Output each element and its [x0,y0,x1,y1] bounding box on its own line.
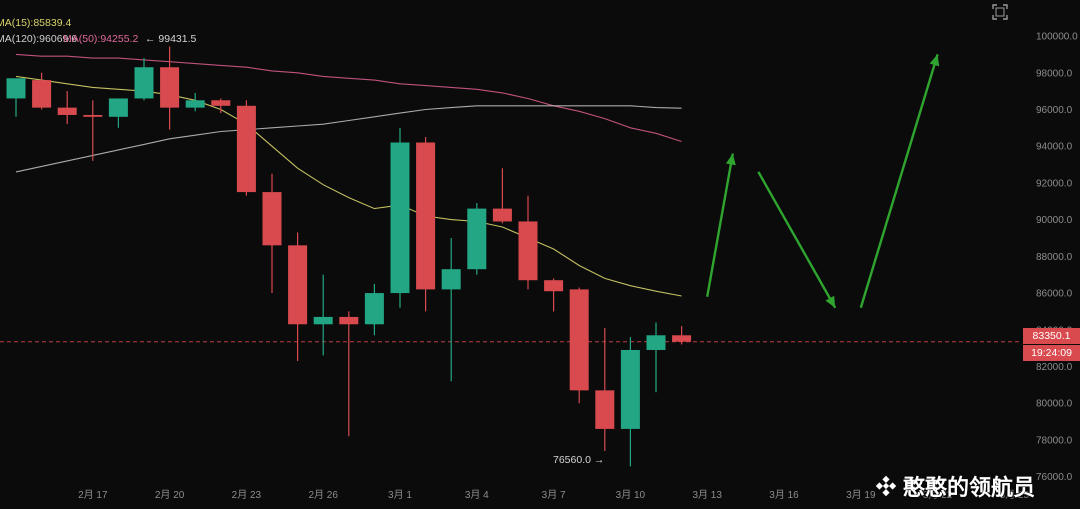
projection-arrow-head [725,153,736,166]
x-tick-label: 3月 1 [388,489,412,501]
candle-body [467,208,487,270]
y-tick-label: 100000.0 [1036,32,1078,43]
candle-body [339,316,359,325]
x-tick-label: 3月 4 [465,489,489,501]
x-tick-label: 3月 19 [846,489,876,501]
y-tick-label: 90000.0 [1036,215,1073,226]
ma-line-50 [15,53,682,143]
x-tick-label: 2月 26 [308,489,338,501]
candle-body [185,100,205,108]
x-tick-label: 2月 23 [232,489,262,501]
y-tick-label: 82000.0 [1036,362,1073,373]
projection-arrow-head [929,54,940,67]
projection-arrow-line [757,171,837,309]
x-tick-label: 3月 22 [923,489,953,501]
binance-logo-icon [875,475,897,497]
watermark-text: 憨憨的领航员 [903,475,1036,500]
candle-body [518,221,538,281]
price-axis: 100000.0 98000.0 96000.0 94000.0 92000.0 9000… [1036,32,1078,484]
y-tick-label: 98000.0 [1036,68,1073,79]
ma-line-15 [15,75,682,297]
projection-arrow-line [859,54,939,309]
projection-arrow-head [825,295,836,308]
candle-body [57,107,77,115]
candle-body [364,293,384,325]
candle-body [236,105,256,193]
candle-body [134,67,154,99]
candle-body [672,335,692,342]
ma-line-120 [15,105,682,173]
date-axis: 2月 17 2月 20 2月 23 2月 26 3月 1 3月 4 3月 7 3月 10 3月 … [78,489,1030,501]
high-price-label: ← 99431.5 [145,33,197,45]
candle-body [620,349,640,429]
candle-body [595,390,615,429]
projection-arrows [706,54,940,309]
expand-icon[interactable] [992,4,1008,20]
y-tick-label: 80000.0 [1036,399,1073,410]
ma15-legend: MA(15):85839.4 [0,17,72,29]
projection-arrow-line [706,153,734,297]
x-tick-label: 2月 20 [155,489,185,501]
candle-body [441,269,461,290]
candle-countdown-tag: 19:24:09 [1023,345,1080,361]
candle-body [646,335,666,350]
x-tick-label: 2月 17 [78,489,108,501]
y-tick-label: 78000.0 [1036,435,1073,446]
current-price-tag: 83350.1 [1023,328,1080,344]
y-tick-label: 76000.0 [1036,472,1073,483]
candles [6,46,692,467]
candle-body [32,80,52,108]
y-tick-label: 86000.0 [1036,289,1073,300]
ma50-legend: MA(50):94255.2 [63,33,139,45]
y-tick-label: 92000.0 [1036,178,1073,189]
candle-body [569,289,589,391]
candle-body [492,208,512,222]
x-tick-label: 3月 10 [616,489,646,501]
y-tick-label: 96000.0 [1036,105,1073,116]
candle-body [390,142,410,294]
moving-average-lines [15,53,682,297]
candle-body [288,245,308,325]
watermark: 憨憨的领航员 [875,470,1035,502]
candle-body [211,100,231,106]
candle-body [83,114,103,117]
low-price-label: 76560.0 → [553,454,605,466]
candle-body [416,142,436,290]
ma120-legend: MA(120):96069.6 [0,33,78,45]
candle-body [160,67,180,108]
candle-body [108,98,128,117]
x-tick-label: 3月 7 [542,489,566,501]
x-tick-label: 3月 25 [1000,489,1030,501]
candle-body [262,192,282,246]
y-tick-label: 94000.0 [1036,142,1073,153]
x-tick-label: 3月 13 [692,489,722,501]
candle-body [313,316,333,325]
y-tick-label: 88000.0 [1036,252,1073,263]
candle-body [544,280,564,292]
x-tick-label: 3月 16 [769,489,799,501]
candle-body [6,78,26,99]
